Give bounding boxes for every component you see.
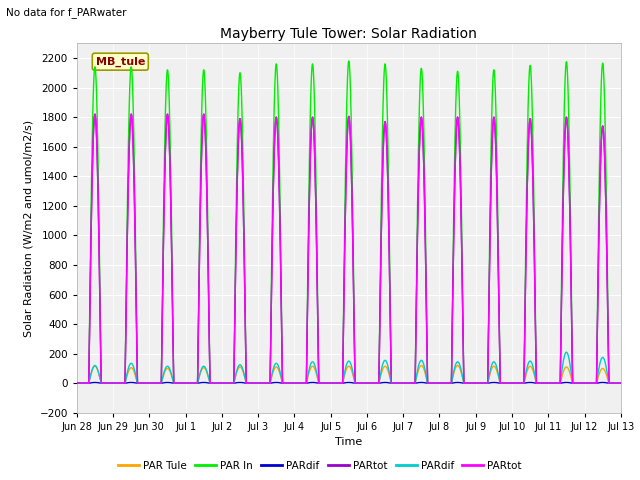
Text: MB_tule: MB_tule [95, 57, 145, 67]
Y-axis label: Solar Radiation (W/m2 and umol/m2/s): Solar Radiation (W/m2 and umol/m2/s) [24, 120, 34, 336]
X-axis label: Time: Time [335, 437, 362, 447]
Legend: PAR Tule, PAR In, PARdif, PARtot, PARdif, PARtot: PAR Tule, PAR In, PARdif, PARtot, PARdif… [114, 456, 526, 475]
Text: No data for f_PARwater: No data for f_PARwater [6, 7, 127, 18]
Title: Mayberry Tule Tower: Solar Radiation: Mayberry Tule Tower: Solar Radiation [220, 27, 477, 41]
